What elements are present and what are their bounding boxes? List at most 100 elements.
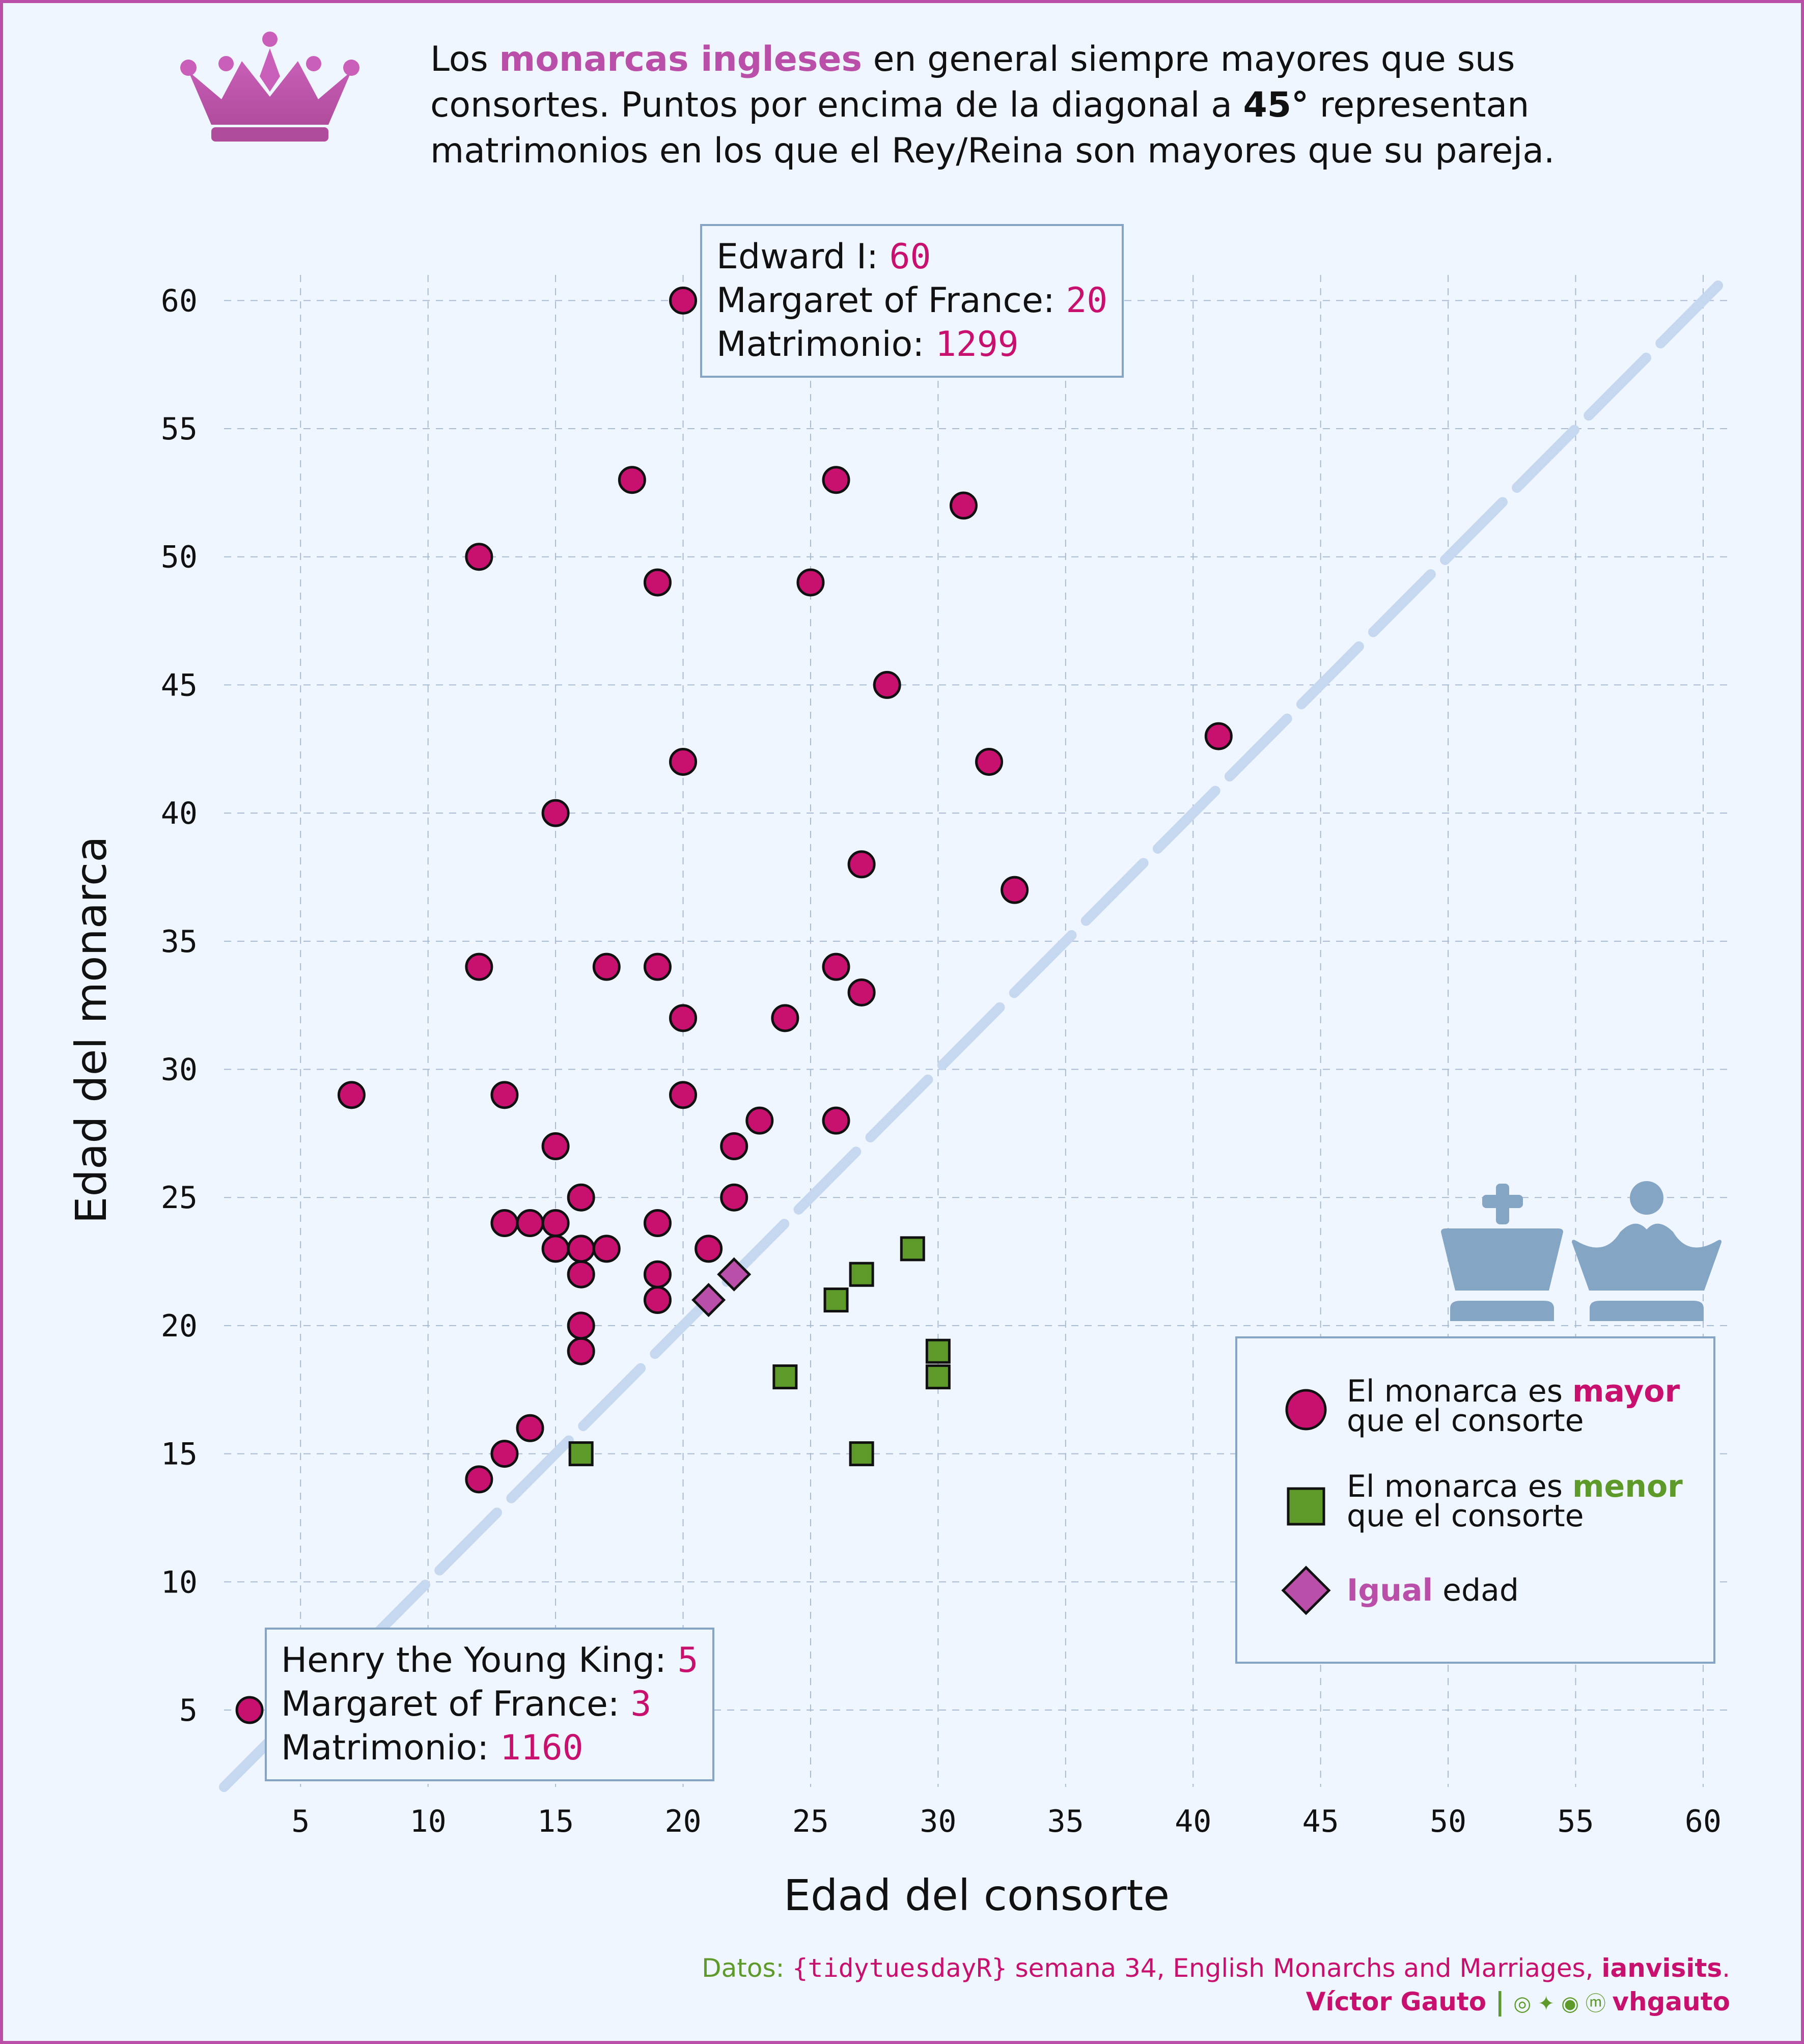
y-tick-label-30: 30 (161, 1052, 198, 1088)
annotation-bottom: Henry the Young King: 5 Margaret of Fran… (265, 1628, 715, 1781)
x-tick-label-55: 55 (1557, 1804, 1594, 1839)
legend-mayor-symbol (1285, 1389, 1327, 1431)
mayor-point-31 (516, 1209, 544, 1238)
y-tick-label-15: 15 (161, 1437, 198, 1472)
mayor-point-25 (822, 1106, 850, 1135)
king-chess-icon (1441, 1184, 1563, 1321)
mayor-point-1 (618, 466, 646, 494)
mayor-point-40 (643, 1286, 672, 1314)
y-tick-label-60: 60 (161, 283, 198, 319)
mayor-point-15 (592, 953, 621, 981)
igual-point-0 (717, 1257, 752, 1292)
menor-point-2 (823, 1287, 849, 1313)
mayor-point-23 (669, 1081, 698, 1109)
mayor-point-12 (847, 850, 876, 879)
y-tick-label-10: 10 (161, 1564, 198, 1600)
mayor-point-16 (643, 953, 672, 981)
mayor-point-35 (567, 1235, 595, 1263)
mayor-point-44 (490, 1440, 519, 1468)
mayor-point-24 (745, 1106, 774, 1135)
mayor-point-32 (541, 1209, 570, 1238)
menor-point-3 (925, 1338, 951, 1364)
menor-point-5 (772, 1364, 798, 1390)
title-bold: 45° (1243, 85, 1309, 125)
y-tick-label-5: 5 (179, 1693, 198, 1728)
y-tick-label-20: 20 (161, 1308, 198, 1344)
crown-icon (180, 32, 359, 142)
mayor-point-8 (1204, 722, 1233, 750)
legend-mayor-label: El monarca es mayor que el consorte (1347, 1374, 1680, 1439)
x-tick-label-30: 30 (920, 1804, 956, 1839)
menor-point-1 (849, 1262, 874, 1287)
y-tick-label-55: 55 (161, 411, 198, 447)
mayor-point-42 (567, 1337, 595, 1365)
legend-menor-label: El monarca es menor que el consorte (1347, 1469, 1683, 1534)
x-tick-label-10: 10 (410, 1804, 447, 1839)
x-tick-label-45: 45 (1302, 1804, 1339, 1839)
author-credit: Víctor Gauto | ◎ ✦ ◉ ⓜ vhgauto (1306, 1987, 1730, 2017)
mayor-point-34 (541, 1235, 570, 1263)
mayor-point-39 (643, 1260, 672, 1289)
y-axis-label: Edad del monarca (66, 836, 116, 1223)
mayor-point-20 (771, 1004, 799, 1032)
x-tick-label-60: 60 (1685, 1804, 1722, 1839)
y-tick-label-45: 45 (161, 667, 198, 703)
mayor-point-36 (592, 1235, 621, 1263)
mayor-point-28 (567, 1183, 595, 1212)
mayor-point-41 (567, 1311, 595, 1340)
y-tick-label-40: 40 (161, 796, 198, 831)
legend-igual-label: Igual edad (1347, 1573, 1519, 1608)
y-tick-label-50: 50 (161, 540, 198, 575)
x-tick-label-40: 40 (1175, 1804, 1211, 1839)
mayor-point-43 (516, 1414, 544, 1442)
legend-menor-symbol (1287, 1487, 1325, 1526)
x-tick-label-35: 35 (1047, 1804, 1084, 1839)
queen-chess-icon (1572, 1181, 1722, 1321)
x-tick-label-20: 20 (664, 1804, 701, 1839)
mayor-point-0 (669, 286, 698, 315)
mayor-point-38 (567, 1260, 595, 1289)
mayor-point-14 (465, 953, 493, 981)
data-points (235, 286, 1233, 1724)
mayor-point-21 (337, 1081, 366, 1109)
mayor-point-11 (541, 799, 570, 827)
mayor-point-46 (235, 1696, 264, 1724)
mayor-point-9 (669, 747, 698, 776)
mayor-point-4 (465, 543, 493, 571)
mayor-point-17 (822, 953, 850, 981)
mayor-point-33 (643, 1209, 672, 1238)
mayor-point-30 (490, 1209, 519, 1238)
diagonal-line (219, 270, 1734, 1792)
x-tick-label-5: 5 (291, 1804, 310, 1839)
mayor-point-45 (465, 1465, 493, 1494)
legend: El monarca es mayor que el consorte El m… (1235, 1336, 1715, 1664)
x-tick-label-15: 15 (537, 1804, 574, 1839)
x-axis-label: Edad del consorte (784, 1870, 1170, 1920)
y-tick-label-25: 25 (161, 1180, 198, 1216)
menor-point-4 (925, 1364, 951, 1390)
annotation-top: Edward I: 60 Margaret of France: 20 Matr… (700, 224, 1124, 378)
mayor-point-3 (949, 491, 978, 520)
x-tick-label-25: 25 (792, 1804, 829, 1839)
mayor-point-5 (643, 568, 672, 597)
igual-point-1 (691, 1283, 726, 1318)
legend-igual-symbol (1281, 1565, 1331, 1615)
chart-title: Los monarcas ingleses en general siempre… (430, 39, 1555, 171)
mayor-point-10 (975, 747, 1004, 776)
mayor-point-6 (796, 568, 825, 597)
social-icons: ◎ ✦ ◉ ⓜ (1513, 1992, 1613, 2015)
mayor-point-2 (822, 466, 850, 494)
mayor-point-18 (847, 978, 876, 1006)
menor-point-7 (849, 1441, 874, 1467)
mayor-point-26 (541, 1132, 570, 1161)
mayor-point-37 (695, 1235, 723, 1263)
x-tick-label-50: 50 (1430, 1804, 1466, 1839)
mayor-point-29 (720, 1183, 748, 1212)
menor-point-6 (568, 1441, 594, 1467)
mayor-point-7 (873, 670, 901, 699)
tick-labels: 5 10 15 20 25 30 35 40 45 50 55 60 5 10 15 20 25 30 35 40 45… (161, 283, 1722, 1839)
y-tick-label-35: 35 (161, 924, 198, 960)
mayor-point-27 (720, 1132, 748, 1161)
